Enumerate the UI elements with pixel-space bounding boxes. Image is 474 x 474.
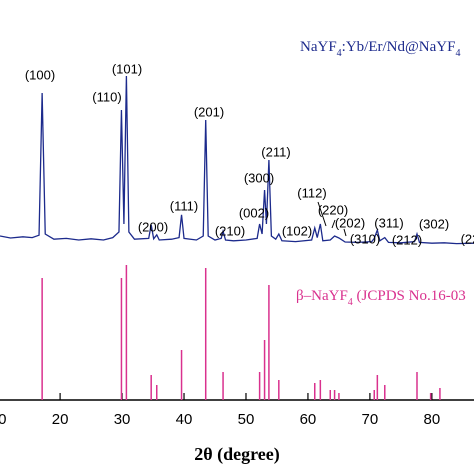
peak-label: (112) (297, 185, 326, 200)
peak-label: (211) (261, 144, 290, 159)
x-tick-label: 40 (176, 411, 193, 428)
x-tick-label: 80 (424, 411, 441, 428)
arrow (343, 228, 347, 237)
peak-label: (111) (170, 198, 198, 213)
arrows (317, 201, 347, 237)
peak-label: (101) (112, 61, 142, 76)
peak-label: (002) (239, 205, 269, 220)
x-tick-label: 60 (300, 411, 317, 428)
peak-label: (22 (461, 231, 474, 246)
peak-label: (300) (244, 170, 274, 185)
x-tick-label: 50 (238, 411, 255, 428)
peak-label: (212) (392, 232, 422, 247)
peak-label: (311) (374, 215, 403, 230)
x-tick-label: 70 (362, 411, 379, 428)
x-axis-label: 2θ (degree) (194, 444, 280, 465)
peak-label: (202) (335, 215, 365, 230)
x-tick-label: 10 (0, 411, 6, 428)
peak-label: (100) (25, 67, 55, 82)
arrow (331, 219, 336, 229)
legend-label: NaYF4:Yb/Er/Nd@NaYF4 (300, 39, 460, 58)
peak-label: (201) (194, 104, 224, 119)
peak-label: (310) (350, 231, 380, 246)
peak-label: (210) (215, 223, 245, 238)
legend-label: β–NaYF4 (JCPDS No.16-03 (296, 288, 466, 307)
xrd-pattern (0, 75, 474, 245)
peak-label: (102) (282, 223, 312, 238)
peak-label: (110) (92, 89, 121, 104)
arrow (317, 201, 327, 227)
x-tick-label: 30 (114, 411, 131, 428)
x-tick-label: 20 (52, 411, 69, 428)
peak-label: (220) (318, 202, 348, 217)
peak-label: (302) (419, 216, 449, 231)
peak-label: (200) (138, 219, 168, 234)
